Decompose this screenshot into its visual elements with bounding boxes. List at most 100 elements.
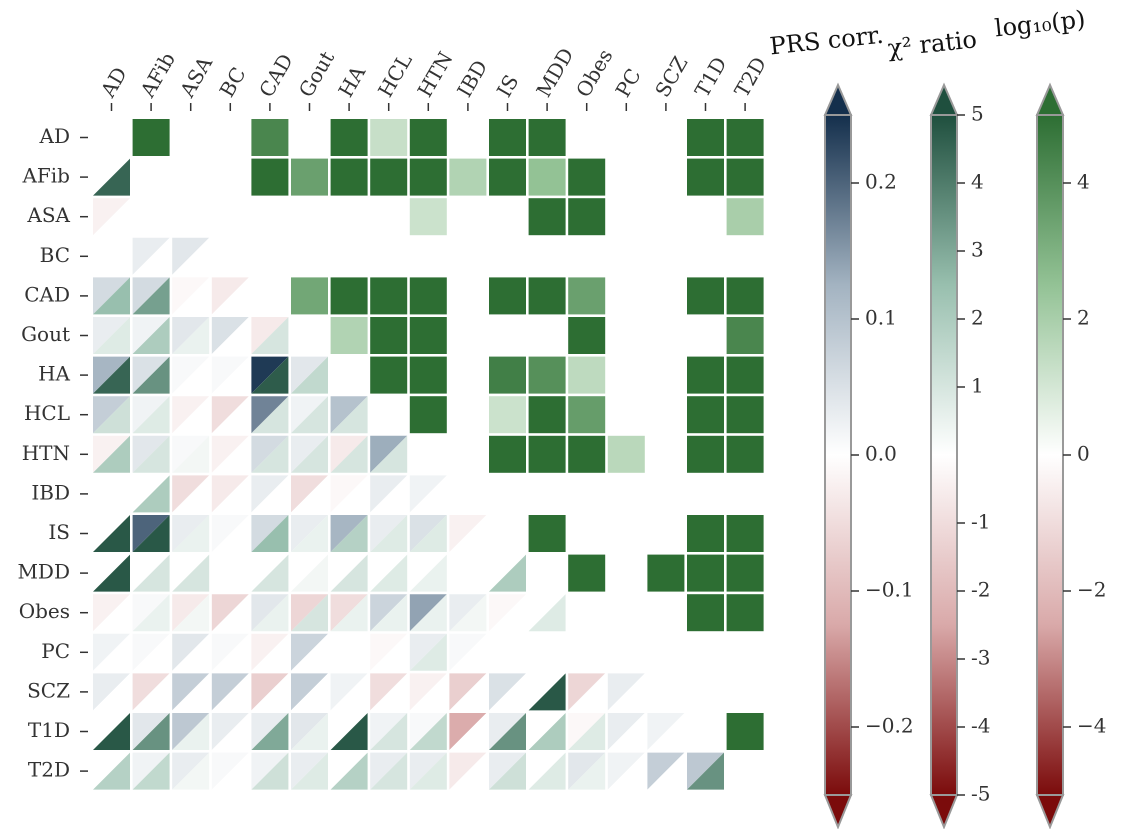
chi2-ratio-triangle [409,713,447,750]
chi2-ratio-triangle [449,633,487,671]
chi2-ratio-triangle [330,396,368,434]
pvalue-cell [409,317,447,354]
pvalue-cell [647,158,685,196]
prs-corr-triangle [370,475,408,513]
row-label: HA [38,362,70,386]
prs-corr-triangle [132,475,170,513]
pvalue-cell [687,673,724,711]
pvalue-cell [528,515,566,552]
pvalue-cell [647,396,685,434]
pvalue-cell [409,119,447,156]
chi2-ratio-triangle [647,752,685,790]
column-label: Gout [294,47,339,101]
row-label: SCZ [27,678,70,702]
chi2-ratio-triangle [172,515,210,552]
column-label: MDD [531,44,578,102]
pvalue-cell [409,396,447,434]
colorbar-cap-bottom [1035,794,1065,829]
prs-corr-triangle [409,475,447,513]
chi2-ratio-triangle [93,356,130,394]
chi2-ratio-triangle [489,594,526,632]
pvalue-cell [687,277,724,315]
chi2-ratio-triangle [291,633,328,671]
pvalue-cell [607,119,645,156]
chi2-ratio-triangle [528,594,566,632]
colorbar-tick-label: −0.2 [865,714,914,738]
chi2-ratio-triangle [172,475,210,513]
pvalue-cell [528,396,566,434]
prs-corr-triangle [172,237,210,275]
colorbar-cap-top [823,82,853,116]
chi2-ratio-triangle [172,277,210,315]
pvalue-cell [607,396,645,434]
chi2-ratio-triangle [211,475,249,513]
pvalue-cell [726,554,764,592]
chi2-ratio-triangle [211,317,249,354]
pvalue-cell [568,515,606,552]
pvalue-cell [607,554,645,592]
pvalue-cell [726,633,764,671]
chi2-ratio-triangle [409,515,447,552]
chi2-ratio-triangle [370,554,408,592]
pvalue-cell [687,158,724,196]
chi2-ratio-triangle [93,594,130,632]
pvalue-cell [409,158,447,196]
column-label: HA [333,61,370,101]
chi2-ratio-triangle [370,633,408,671]
pvalue-cell [449,198,487,236]
chi2-ratio-triangle [251,435,289,473]
prs-corr-triangle [211,475,249,513]
colorbar-tick-label: 3 [971,238,984,262]
pvalue-cell [291,158,328,196]
pvalue-cell [409,356,447,394]
pvalue-cell [449,396,487,434]
chi2-ratio-triangle [251,752,289,790]
pvalue-cell [449,277,487,315]
chi2-ratio-triangle [370,475,408,513]
pvalue-cell [568,198,606,236]
pvalue-cell [370,317,408,354]
chi2-ratio-triangle [607,713,645,750]
pvalue-cell [449,158,487,196]
row-label: IBD [31,480,70,504]
pvalue-cell [370,158,408,196]
pvalue-cell [489,237,526,275]
pvalue-cell [528,237,566,275]
chi2-ratio-triangle [172,594,210,632]
colorbar-tick-label: −0.1 [865,578,914,602]
column-label: BC [215,63,251,101]
pvalue-cell [568,396,606,434]
chi2-ratio-triangle [132,594,170,632]
row-label: HTN [22,441,70,465]
chi2-ratio-triangle [172,317,210,354]
colorbar-tick-label: -4 [971,714,990,738]
chi2-ratio-triangle [291,396,328,434]
chi2-ratio-triangle [251,633,289,671]
row-label: Gout [21,322,70,346]
colorbar-cap-top [929,82,959,116]
pvalue-cell [607,515,645,552]
pvalue-cell [726,237,764,275]
chi2-ratio-triangle [370,673,408,711]
chi2-ratio-triangle [370,515,408,552]
pvalue-cell [687,515,724,552]
chi2-ratio-triangle [528,752,566,790]
pvalue-cell [489,435,526,473]
chi2-ratio-triangle [489,673,526,711]
chi2-ratio-triangle [132,198,170,236]
pvalue-cell [330,277,368,315]
chi2-ratio-triangle [93,752,130,790]
column-label: HTN [413,47,458,101]
chi2-ratio-triangle [172,396,210,434]
chi2-ratio-triangle [93,515,130,552]
pvalue-cell [687,119,724,156]
pvalue-cell [291,119,328,156]
chi2-ratio-triangle [687,752,724,790]
pvalue-cell [726,277,764,315]
colorbar-tick-label: 4 [971,170,984,194]
pvalue-cell [607,475,645,513]
chi2-ratio-triangle [409,673,447,711]
chi2-ratio-triangle [132,515,170,552]
chi2-ratio-triangle [172,237,210,275]
chi2-ratio-triangle [93,277,130,315]
